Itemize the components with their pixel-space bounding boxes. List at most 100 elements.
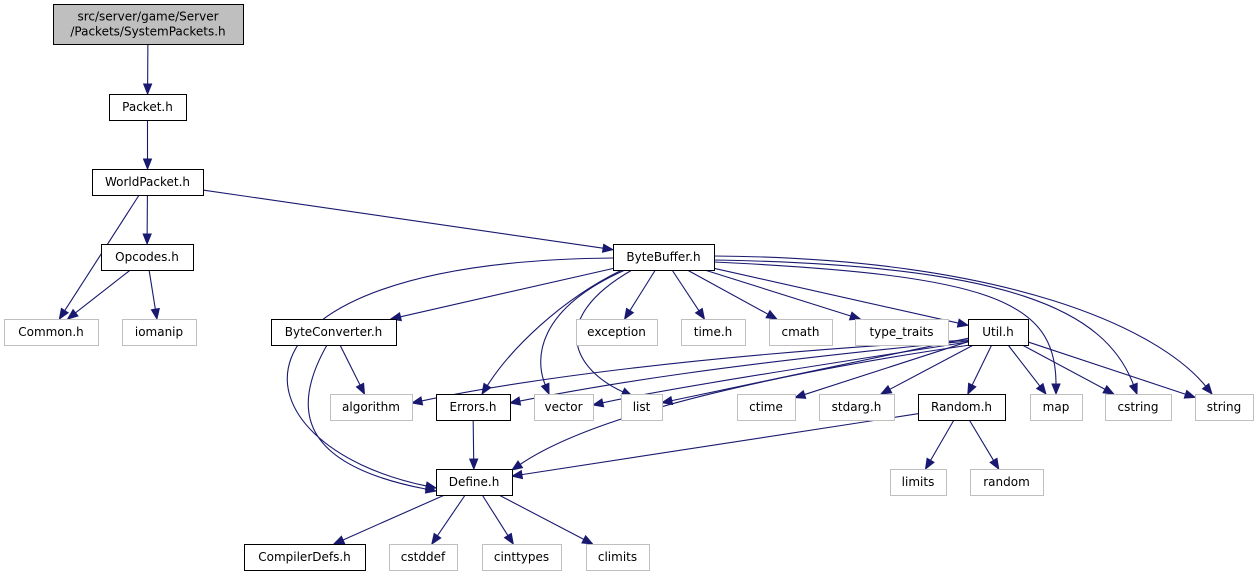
edge-util-to-list bbox=[660, 337, 969, 406]
node-box bbox=[330, 394, 413, 421]
edge-line bbox=[713, 267, 959, 324]
edge-worldpacket-to-opcodes bbox=[142, 194, 152, 246]
node-worldpacket[interactable]: WorldPacket.h bbox=[92, 169, 204, 196]
node-box bbox=[534, 394, 594, 421]
node-map: map bbox=[1030, 394, 1083, 421]
edge-line bbox=[971, 344, 993, 386]
node-box bbox=[586, 544, 650, 571]
node-algorithm: algorithm bbox=[330, 394, 413, 421]
node-opcodes[interactable]: Opcodes.h bbox=[101, 244, 194, 271]
arrowhead-icon bbox=[332, 535, 346, 545]
arrowhead-icon bbox=[956, 318, 970, 328]
edge-bytebuffer-to-util bbox=[713, 267, 970, 328]
edge-bytebuffer-to-timeh bbox=[671, 269, 706, 321]
node-label: iomanip bbox=[135, 325, 183, 339]
edge-line bbox=[421, 339, 969, 402]
node-label: CompilerDefs.h bbox=[258, 550, 351, 564]
edge-line bbox=[472, 419, 475, 460]
arrowhead-icon bbox=[540, 382, 550, 396]
node-bytebuffer[interactable]: ByteBuffer.h bbox=[613, 244, 715, 271]
arrowhead-icon bbox=[879, 384, 893, 395]
arrowhead-icon bbox=[508, 396, 522, 406]
edge-line bbox=[307, 344, 427, 490]
node-box bbox=[737, 394, 796, 421]
node-type_traits: type_traits bbox=[855, 319, 949, 346]
node-ctime: ctime bbox=[737, 394, 796, 421]
node-util[interactable]: Util.h bbox=[968, 319, 1029, 346]
arrowhead-icon bbox=[142, 158, 153, 171]
node-box bbox=[890, 469, 947, 496]
node-packet[interactable]: Packet.h bbox=[109, 94, 187, 121]
node-box bbox=[109, 94, 187, 121]
arrowhead-icon bbox=[1051, 383, 1061, 396]
edge-bytebuffer-to-exception bbox=[623, 269, 656, 321]
edge-util-to-cstring bbox=[1022, 344, 1115, 395]
arrowhead-icon bbox=[510, 460, 524, 471]
node-compilerdefs[interactable]: CompilerDefs.h bbox=[244, 544, 366, 571]
arrowhead-icon bbox=[601, 243, 615, 253]
node-label: src/server/game/Server bbox=[77, 10, 218, 24]
node-cstddef: cstddef bbox=[389, 544, 458, 571]
edge-random_h-to-random bbox=[968, 419, 1000, 471]
node-label: cinttypes bbox=[494, 550, 549, 564]
node-box bbox=[436, 469, 513, 496]
arrowhead-icon bbox=[431, 532, 442, 546]
arrowhead-icon bbox=[510, 469, 524, 480]
node-label: cstring bbox=[1117, 400, 1158, 414]
edge-line bbox=[400, 267, 614, 318]
node-label: vector bbox=[544, 400, 582, 414]
node-box bbox=[681, 319, 746, 346]
node-box bbox=[122, 319, 197, 346]
node-random: random bbox=[970, 469, 1044, 496]
node-box bbox=[576, 319, 658, 346]
edge-bytebuffer-to-cstring bbox=[713, 259, 1138, 396]
edge-opcodes-to-common bbox=[66, 269, 131, 320]
node-label: map bbox=[1043, 400, 1070, 414]
node-label: exception bbox=[587, 325, 646, 339]
node-label: type_traits bbox=[869, 325, 933, 339]
edge-line bbox=[804, 341, 969, 396]
arrowhead-icon bbox=[967, 382, 977, 396]
node-byteconverter[interactable]: ByteConverter.h bbox=[271, 319, 397, 346]
edge-line bbox=[519, 340, 969, 402]
node-label: cmath bbox=[782, 325, 820, 339]
edge-packet-to-worldpacket bbox=[142, 120, 153, 171]
arrowhead-icon bbox=[468, 458, 479, 471]
edge-util-to-define bbox=[510, 344, 971, 471]
node-label: climits bbox=[598, 550, 637, 564]
node-box bbox=[769, 319, 833, 346]
node-string: string bbox=[1195, 394, 1254, 421]
node-label: algorithm bbox=[342, 400, 400, 414]
arrowhead-icon bbox=[424, 484, 438, 494]
node-timeh: time.h bbox=[681, 319, 746, 346]
node-box bbox=[918, 394, 1006, 421]
edge-line bbox=[437, 494, 466, 537]
edge-byteconverter-to-define bbox=[307, 344, 438, 494]
edge-line bbox=[1022, 344, 1106, 390]
node-vector: vector bbox=[534, 394, 594, 421]
arrowhead-icon bbox=[591, 398, 605, 408]
arrowhead-icon bbox=[1102, 384, 1115, 395]
node-label: limits bbox=[902, 475, 935, 489]
arrowhead-icon bbox=[793, 389, 807, 399]
arrowhead-icon bbox=[355, 382, 366, 396]
node-define[interactable]: Define.h bbox=[436, 469, 513, 496]
node-label: string bbox=[1207, 400, 1241, 414]
arrowhead-icon bbox=[410, 396, 424, 406]
edge-line bbox=[202, 189, 604, 249]
edge-util-to-algorithm bbox=[410, 339, 969, 406]
node-label: cstddef bbox=[401, 550, 446, 564]
node-root[interactable]: src/server/game/Server/Packets/SystemPac… bbox=[53, 4, 244, 45]
node-label: list bbox=[633, 400, 651, 414]
node-box bbox=[621, 394, 663, 421]
node-random_h[interactable]: Random.h bbox=[918, 394, 1006, 421]
edge-line bbox=[704, 269, 851, 317]
edge-line bbox=[713, 259, 1134, 385]
edge-random_h-to-limits bbox=[924, 419, 955, 471]
edge-line bbox=[521, 413, 919, 476]
edge-line bbox=[540, 269, 626, 385]
edge-bytebuffer-to-type_traits bbox=[704, 269, 862, 321]
node-box bbox=[436, 394, 511, 421]
node-errors[interactable]: Errors.h bbox=[436, 394, 511, 421]
edge-util-to-random_h bbox=[967, 344, 993, 396]
